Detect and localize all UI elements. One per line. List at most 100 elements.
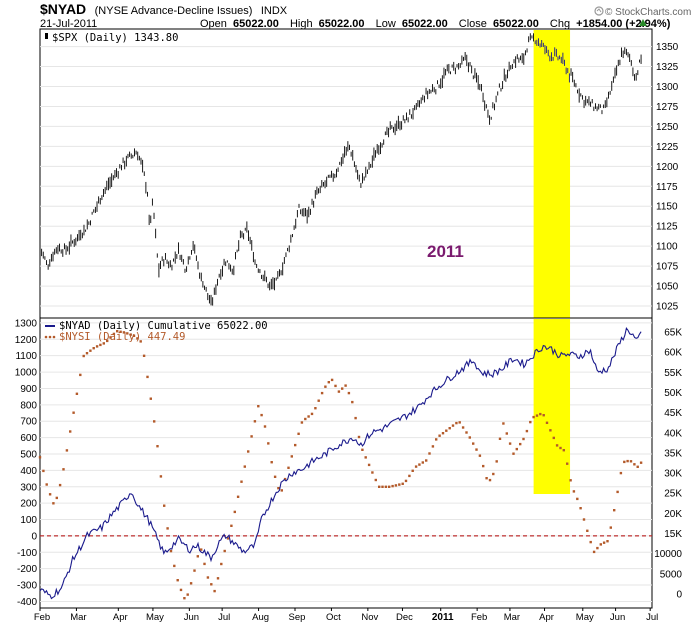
price-tick-label: 1325 [656,62,679,73]
nysi-dot [116,330,119,333]
nysi-dot [475,448,478,451]
nyad-tick-label: 25K [664,489,682,500]
nysi-dot [132,334,136,337]
nysi-dot [163,504,166,507]
x-tick-label: Feb [34,612,50,623]
nysi-tick-label: 200 [20,499,37,510]
nysi-dot [102,342,105,345]
nysi-tick-label: 500 [20,449,37,460]
x-tick-label: Apr [539,612,554,623]
nysi-dot [398,483,401,486]
nysi-dot [529,420,532,424]
bar-legend-icon [45,33,48,39]
close-label: Close [459,18,487,30]
nysi-tick-label: -400 [17,597,37,608]
price-legend: $SPX (Daily) 1343.80 [45,32,178,44]
nysi-dot [294,443,297,447]
nysi-dot [636,465,639,468]
nysi-dot [186,593,189,596]
nysi-dot [62,468,65,471]
nysi-dot [153,420,156,423]
nysi-dot [425,459,428,462]
nysi-dot [334,384,337,388]
nyad-tick-label: 50K [664,388,682,399]
nysi-tick-label: -200 [17,564,37,575]
nysi-dot [435,438,438,441]
nyad-tick-label: 45K [664,408,682,419]
nysi-dot [307,415,310,418]
nysi-dot [210,583,213,586]
nysi-dot [99,343,102,347]
nysi-tick-label: 400 [20,466,37,477]
nysi-dot [257,405,260,408]
nysi-dot [576,497,579,501]
nysi-dot [451,424,455,427]
nysi-tick-label: -100 [17,548,37,559]
nysi-dot [378,485,381,488]
nysi-dot [173,564,176,568]
nysi-dot [159,475,163,478]
nysi-dot [394,484,398,487]
nysi-dot [535,414,539,417]
x-tick-label: Jun [184,612,199,623]
nysi-dot [200,548,203,551]
nysi-dot [213,589,216,593]
nysi-dot [374,478,377,482]
nysi-dot [347,391,351,395]
nysi-dot [609,526,612,529]
nysi-dot [287,466,290,469]
nysi-dot [119,330,122,333]
svg-text:$NYAD (NYSE Advance-Decl: $NYAD (NYSE Advance-Decline Issues) INDX [40,1,288,18]
price-panel: 1025 1050 1075 1100 1125 1150 1175 1200 1225 1250… [39,28,679,319]
x-axis: Feb Mar Apr May Jun Jul Aug Sep Oct Nov Dec 2011 Feb… [34,608,658,623]
dot-legend-icon-2 [48,335,52,339]
watermark: © StockCharts.com [605,7,691,18]
nysi-dot [532,415,535,419]
nysi-dot [136,337,139,340]
price-tick-label: 1025 [656,302,679,313]
nysi-dot [515,447,518,451]
nysi-dot [69,430,72,433]
x-tick-label: Jun [610,612,625,623]
x-tick-label: Aug [252,612,269,623]
nysi-dot [488,478,492,482]
nysi-dot [267,442,270,445]
nysi-dot [179,588,183,592]
nysi-dot [596,546,599,550]
nysi-dot [82,354,85,358]
x-tick-label: Dec [396,612,413,623]
nysi-dot [75,392,79,395]
nysi-dot [357,435,361,439]
close-value: 65022.00 [493,18,539,30]
nysi-dot [183,597,186,600]
x-tick-label: Mar [504,612,520,623]
nysi-dot [142,354,146,357]
nysi-dot [330,378,334,382]
nysi-dot [411,469,414,472]
highlight-band-top [533,30,571,318]
nyad-y-axis: 0 5000 10000 15K 20K 25K 30K 35K 40K 45K 50K 55K 60K… [654,328,682,601]
nysi-dot [52,502,55,505]
nysi-dot [616,490,619,494]
nysi-tick-label: 1000 [15,368,38,379]
nysi-dot [633,463,636,466]
nysi-dot [555,444,559,447]
x-tick-label: 2011 [432,612,454,623]
nysi-tick-label: 100 [20,515,37,526]
nyad-tick-label: 30K [664,469,682,480]
nysi-dot [146,375,149,379]
nysi-dot [367,463,371,467]
nysi-dot [297,432,300,435]
nysi-dot [220,562,223,566]
nysi-dot [519,442,522,446]
nysi-dot [42,469,45,473]
nysi-tick-label: 1100 [15,351,37,362]
chart-header: $NYAD (NYSE Advance-Decline Issues) INDX… [40,1,691,30]
nysi-dot [639,461,643,464]
nyad-legend: $NYAD (Daily) Cumulative 65022.00 [59,320,268,332]
nyad-tick-label: 5000 [660,569,683,580]
price-tick-label: 1050 [656,282,679,293]
nysi-dot [629,460,633,463]
nysi-dot [129,333,132,336]
